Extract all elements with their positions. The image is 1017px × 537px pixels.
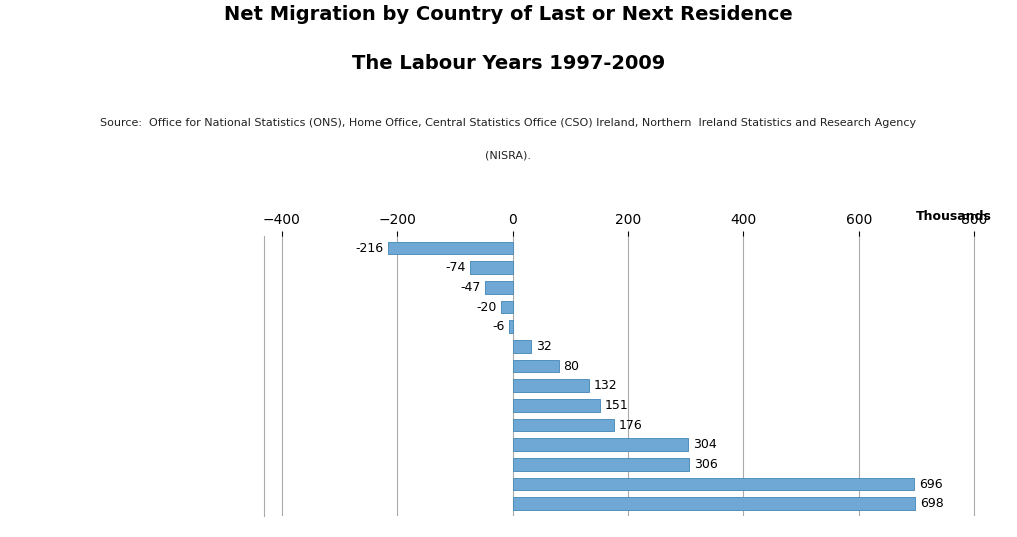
Bar	[513, 360, 558, 373]
Bar	[485, 281, 513, 294]
Text: -74: -74	[444, 261, 465, 274]
Text: 132: 132	[593, 379, 617, 392]
Text: 176: 176	[618, 418, 643, 432]
Bar	[513, 497, 915, 510]
Text: -47: -47	[461, 281, 481, 294]
Text: Source:  Office for National Statistics (ONS), Home Office, Central Statistics O: Source: Office for National Statistics (…	[101, 118, 916, 128]
Bar	[513, 340, 531, 353]
Bar	[513, 478, 914, 490]
Bar	[501, 301, 513, 314]
Text: 304: 304	[693, 438, 716, 451]
Text: 32: 32	[536, 340, 551, 353]
Text: 696: 696	[919, 477, 943, 491]
Text: 306: 306	[694, 458, 718, 471]
Bar	[387, 242, 513, 255]
Text: 151: 151	[604, 399, 629, 412]
Bar	[513, 379, 589, 392]
Text: -6: -6	[492, 320, 504, 333]
Text: (NISRA).: (NISRA).	[485, 150, 532, 161]
Bar	[513, 419, 614, 431]
Text: -20: -20	[476, 301, 496, 314]
Text: Net Migration by Country of Last or Next Residence: Net Migration by Country of Last or Next…	[224, 5, 793, 24]
Bar	[513, 399, 600, 412]
Text: Thousands: Thousands	[915, 210, 992, 223]
Bar	[513, 438, 689, 451]
Text: The Labour Years 1997-2009: The Labour Years 1997-2009	[352, 54, 665, 72]
Text: 698: 698	[920, 497, 944, 510]
Bar	[510, 321, 513, 333]
Bar	[513, 458, 690, 471]
Text: -216: -216	[355, 242, 383, 255]
Bar	[470, 262, 513, 274]
Text: 80: 80	[563, 360, 580, 373]
